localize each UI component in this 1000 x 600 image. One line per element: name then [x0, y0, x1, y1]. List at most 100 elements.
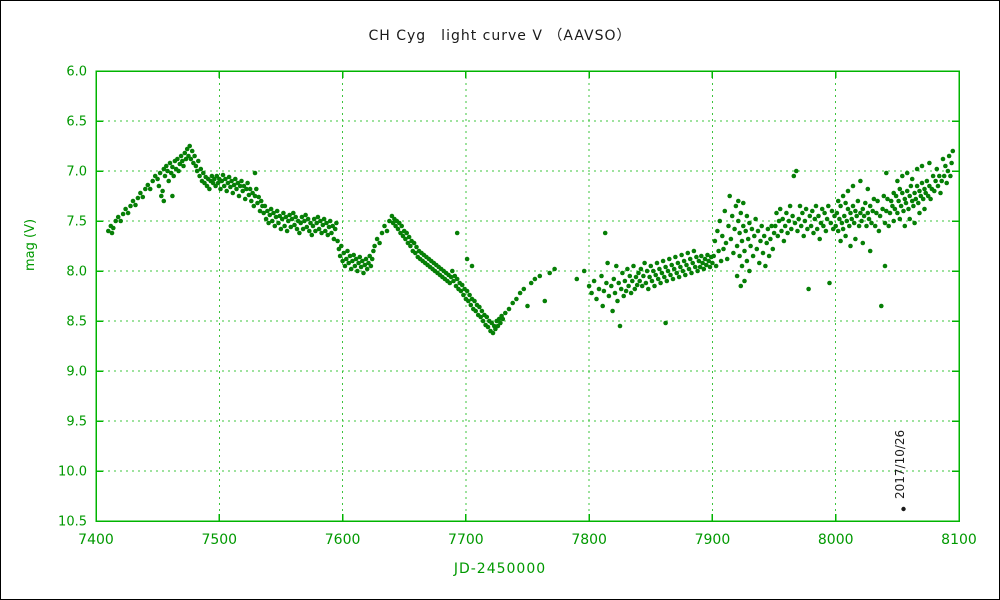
data-point	[178, 153, 184, 159]
data-point	[224, 188, 229, 194]
data-point	[189, 148, 195, 154]
data-point	[683, 272, 688, 278]
data-point	[413, 250, 418, 256]
data-point	[369, 256, 375, 262]
data-point	[344, 256, 349, 262]
data-point	[676, 274, 682, 280]
data-point	[477, 304, 482, 310]
x-tick-label: 7600	[325, 532, 361, 548]
data-point	[670, 276, 676, 282]
data-point	[631, 263, 636, 269]
data-point	[902, 223, 908, 229]
data-point	[737, 230, 742, 236]
data-point	[806, 286, 811, 292]
data-point	[641, 273, 646, 279]
data-point	[643, 280, 649, 286]
data-point	[732, 226, 737, 232]
data-point	[356, 260, 361, 266]
data-point	[869, 220, 874, 226]
data-point	[728, 236, 734, 242]
data-point	[355, 268, 360, 274]
data-point	[908, 183, 914, 189]
data-point	[574, 276, 580, 282]
data-point	[192, 153, 197, 159]
data-point	[811, 230, 816, 236]
data-point	[849, 216, 854, 222]
data-point	[916, 200, 921, 206]
data-point	[907, 193, 912, 199]
data-point	[283, 214, 289, 220]
data-point	[360, 258, 365, 264]
data-point	[638, 266, 644, 272]
data-point	[288, 224, 294, 230]
data-point	[628, 290, 634, 296]
data-point	[720, 233, 725, 239]
data-point	[843, 200, 848, 206]
data-point	[406, 234, 412, 240]
data-point	[798, 223, 804, 229]
data-point	[839, 220, 845, 226]
data-point	[596, 286, 602, 292]
data-point	[458, 288, 464, 294]
data-point	[181, 163, 186, 169]
data-point	[856, 223, 862, 229]
data-point	[914, 166, 920, 172]
data-point	[252, 170, 258, 176]
data-point	[265, 208, 270, 214]
data-point	[808, 223, 814, 229]
data-point	[503, 310, 508, 316]
data-point	[880, 206, 885, 212]
data-point	[775, 233, 781, 239]
data-point	[695, 268, 700, 274]
data-point	[165, 168, 170, 174]
data-point	[651, 268, 656, 274]
data-point	[468, 302, 474, 308]
data-point	[900, 173, 905, 179]
data-point	[604, 280, 609, 286]
data-point	[864, 223, 869, 229]
data-point	[834, 210, 840, 216]
data-point	[922, 186, 927, 192]
data-point	[795, 228, 800, 234]
grid-layer	[95, 70, 960, 522]
data-point	[171, 173, 176, 179]
data-point	[228, 184, 233, 190]
data-point	[279, 216, 285, 222]
data-point	[690, 260, 695, 266]
data-point	[736, 198, 741, 204]
data-point	[233, 176, 238, 182]
y-tick-label: 6.0	[66, 65, 87, 80]
data-point	[467, 292, 472, 298]
data-point	[753, 216, 758, 222]
data-point	[315, 214, 321, 220]
data-point	[845, 206, 851, 212]
data-point	[769, 223, 774, 229]
data-point	[272, 223, 278, 229]
data-point	[897, 186, 903, 192]
y-tick-label: 10.0	[58, 465, 87, 480]
data-point	[271, 210, 276, 216]
data-point	[939, 178, 944, 184]
data-point	[118, 218, 123, 224]
data-point	[223, 176, 228, 182]
data-point	[602, 230, 608, 236]
data-point	[882, 220, 888, 226]
data-point	[706, 258, 711, 264]
data-point	[639, 283, 645, 289]
data-point	[286, 218, 291, 224]
data-point	[858, 210, 863, 216]
data-point	[340, 258, 345, 264]
y-tick-label: 10.5	[58, 515, 87, 530]
data-point	[796, 216, 801, 222]
data-point	[914, 183, 920, 189]
data-point	[770, 246, 776, 252]
plot-frame	[95, 70, 960, 522]
data-point	[351, 252, 357, 258]
data-point	[221, 183, 227, 189]
data-point	[922, 206, 927, 212]
data-point	[627, 273, 633, 279]
data-point	[686, 266, 692, 272]
data-point	[945, 168, 951, 174]
data-point	[161, 198, 167, 204]
data-point	[599, 273, 604, 279]
